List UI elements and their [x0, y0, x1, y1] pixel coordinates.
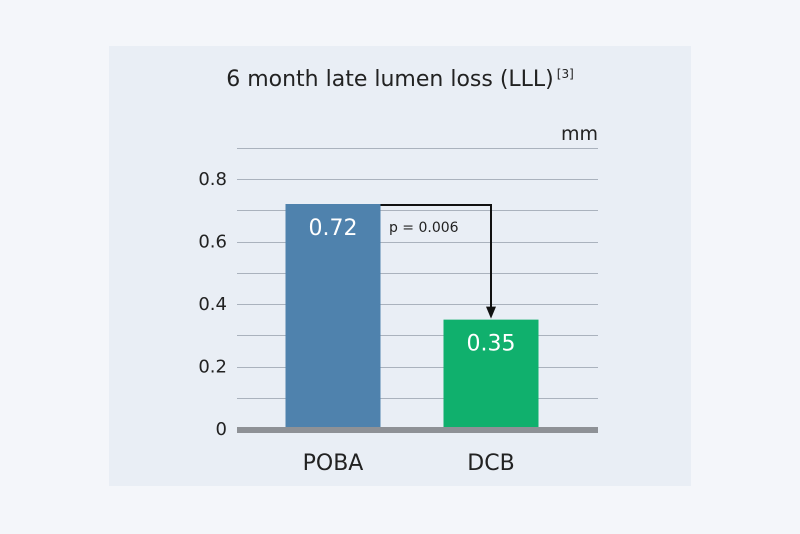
unit-label: mm: [561, 123, 598, 145]
y-tick-label: 0.2: [198, 357, 227, 378]
x-tick-label: POBA: [303, 451, 364, 476]
p-value-label: p = 0.006: [389, 220, 459, 236]
bar-dcb: [443, 319, 539, 429]
y-tick-label: 0: [216, 419, 227, 440]
significance-arrow: [380, 204, 492, 308]
y-tick-label: 0.8: [198, 169, 227, 190]
x-axis: [237, 427, 598, 433]
y-tick-label: 0.4: [198, 294, 227, 315]
y-tick-label: 0.6: [198, 232, 227, 253]
arrow-head: [486, 306, 496, 319]
data-label: 0.72: [309, 216, 358, 241]
data-label: 0.35: [467, 332, 516, 357]
bar-poba: [285, 204, 381, 429]
chart-title: 6 month late lumen loss (LLL) [3]: [226, 67, 574, 92]
x-tick-label: DCB: [467, 451, 514, 476]
chart-panel: [109, 46, 691, 486]
